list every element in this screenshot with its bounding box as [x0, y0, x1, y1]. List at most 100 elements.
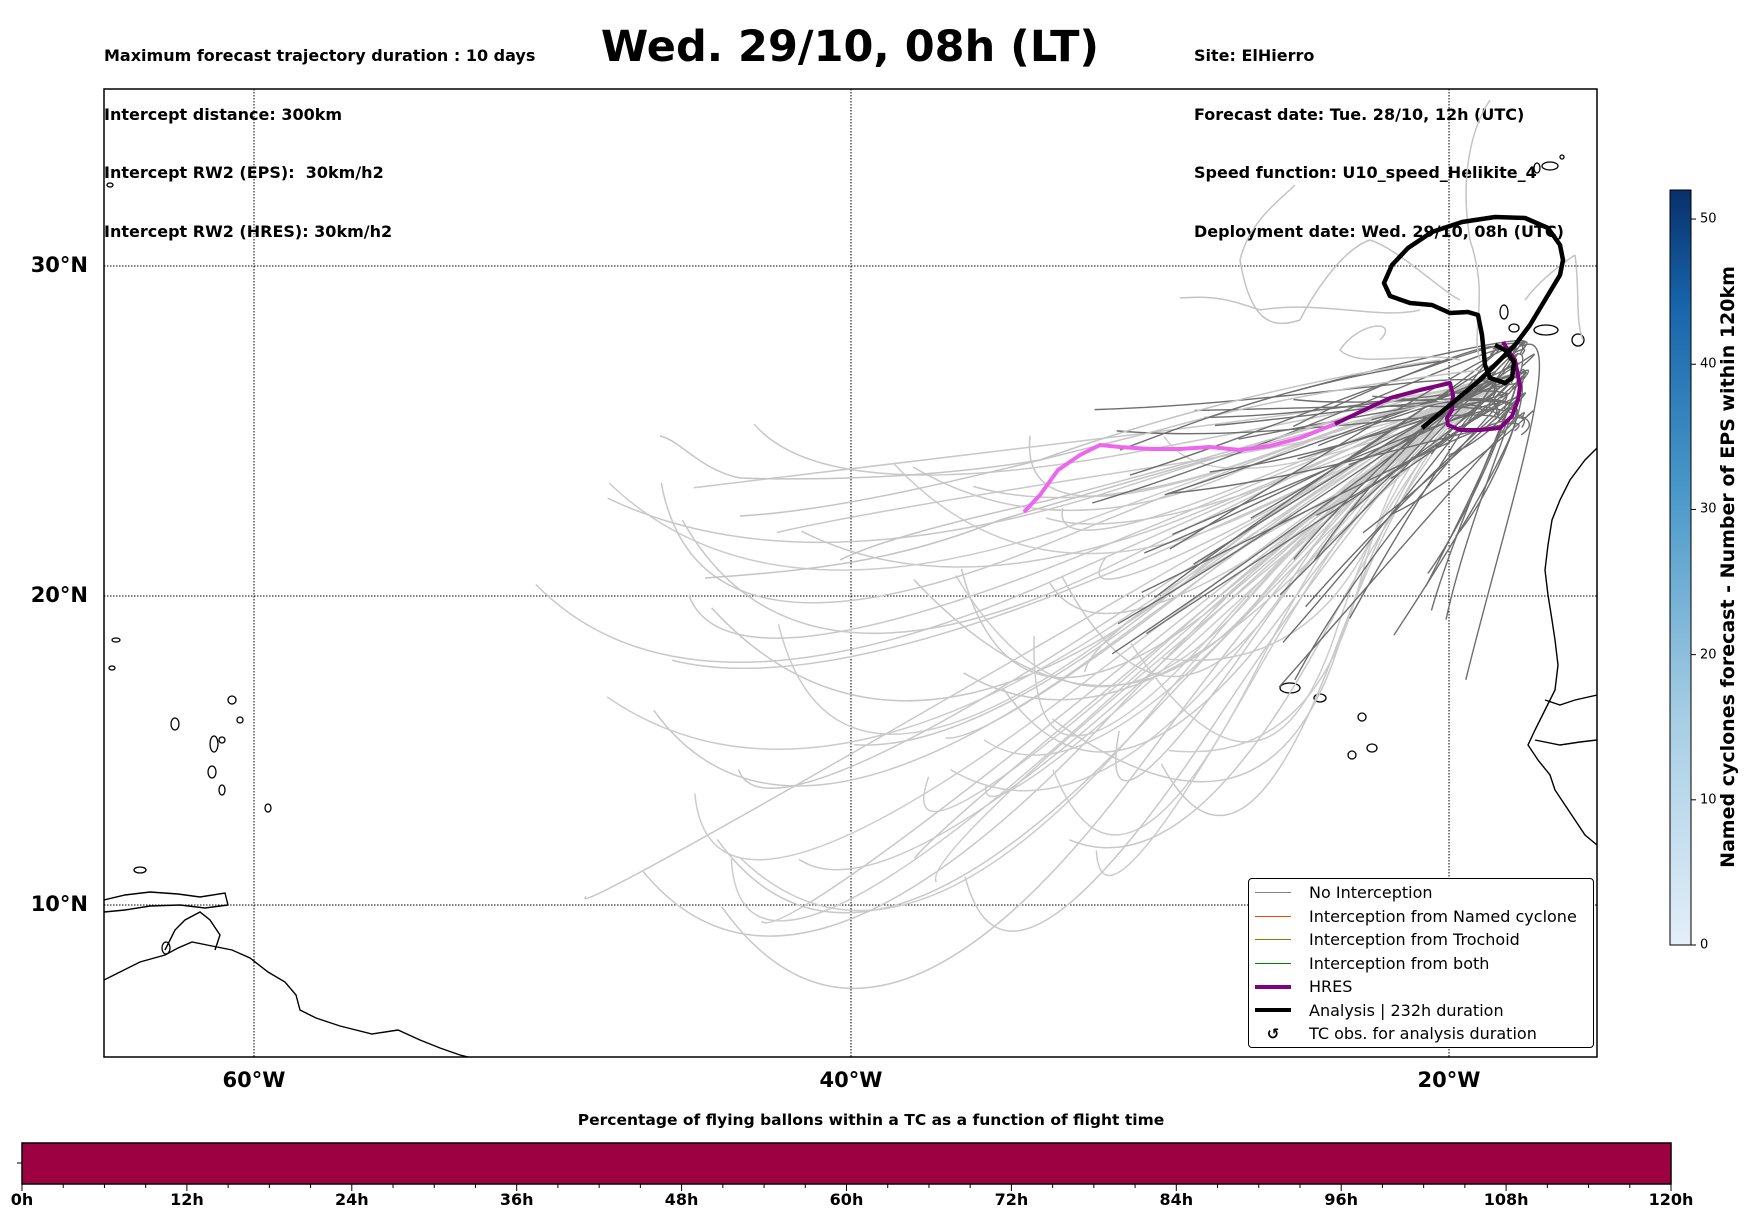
lat-label-20n: 20°N [30, 583, 88, 607]
header-line: Intercept distance: 300km [104, 104, 343, 124]
legend-label: HRES [1309, 977, 1353, 996]
colorbar-tick-label: 40 [1700, 356, 1717, 372]
island [106, 182, 114, 188]
timebar-tick-label: 120h [1648, 1190, 1694, 1209]
trajectory-line [1445, 369, 1526, 620]
trajectory-line [1524, 254, 1576, 301]
island [1499, 304, 1509, 320]
trajectory-line [660, 374, 1511, 604]
island [207, 765, 217, 779]
header-line: Forecast date: Tue. 28/10, 12h (UTC) [1194, 104, 1525, 124]
coastline [1527, 447, 1597, 846]
ensemble-trajectories [535, 99, 1584, 989]
trajectory-line [1349, 340, 1525, 619]
trajectory-line [1116, 414, 1506, 435]
island [218, 784, 226, 796]
trajectory-line [739, 369, 1481, 517]
legend-line-icon [1255, 892, 1291, 893]
coastlines [104, 154, 1597, 1057]
trajectory-line [535, 374, 1511, 663]
island [108, 665, 116, 671]
trajectory-line [1409, 353, 1535, 426]
graticule [104, 89, 1597, 1057]
trajectory-line [1294, 375, 1525, 681]
trajectory-line [659, 359, 1441, 480]
colorbar-tick-label: 30 [1700, 501, 1717, 517]
header-line: Site: ElHierro [1194, 46, 1315, 65]
colorbar [1669, 189, 1692, 946]
header-line: Speed function: U10_speed_Helikite_4 [1194, 163, 1537, 182]
legend-label: Interception from Named cyclone [1309, 906, 1577, 926]
lat-label-30n: 30°N [30, 253, 88, 277]
island [227, 695, 237, 705]
timebar-tick-label: 84h [1159, 1190, 1194, 1209]
trajectory-line [704, 399, 1451, 579]
hres-track-late [1022, 422, 1336, 514]
legend-item-hres: HRES [1249, 975, 1352, 998]
legend-label: TC obs. for analysis duration [1309, 1024, 1537, 1043]
header-info-left: Maximum forecast trajectory duration : 1… [104, 7, 535, 261]
lon-label-20w: 20°W [1417, 1068, 1481, 1092]
legend-item-trochoid: Interception from Trochoid [1249, 928, 1520, 951]
lon-label-40w: 40°W [819, 1068, 883, 1092]
timebar-tick-label: 36h [499, 1190, 534, 1209]
colorbar-ticks [1691, 218, 1696, 946]
trajectory-line [1411, 382, 1510, 459]
colorbar-tick-label: 10 [1700, 792, 1717, 808]
lon-label-60w: 60°W [222, 1068, 286, 1092]
header-line: Intercept RW2 (EPS): 30km/h2 [104, 163, 384, 182]
legend-line-icon [1255, 1008, 1291, 1012]
page-title-text: Wed. 29/10, 08h (LT) [600, 22, 1100, 72]
trajectory-line [711, 374, 1511, 702]
coastline [104, 941, 471, 1057]
coastline [164, 911, 221, 951]
tc-symbol-icon: ↺ [1266, 1024, 1280, 1043]
trajectory-line [1390, 371, 1526, 480]
island [1533, 324, 1559, 336]
island [1533, 162, 1541, 174]
trajectory-line [608, 374, 1511, 571]
trajectory-line [681, 374, 1511, 634]
island [1508, 323, 1520, 333]
trajectory-line [1574, 254, 1584, 341]
legend-label: Interception from both [1309, 953, 1490, 973]
trajectory-line [1465, 99, 1491, 361]
legend-item-both: Interception from both [1249, 952, 1489, 975]
lat-label-10n: 10°N [30, 892, 88, 916]
colorbar-label: Named cyclones forecast - Number of EPS … [1717, 266, 1739, 868]
trajectory-line [1083, 374, 1511, 673]
colorbar-tick-label: 50 [1700, 211, 1717, 227]
legend-item-no-interception: No Interception [1249, 881, 1433, 904]
island [1366, 743, 1378, 753]
timebar-tick-label: 108h [1483, 1190, 1529, 1209]
legend-item-analysis: Analysis | 232h duration [1249, 999, 1504, 1022]
island [218, 736, 226, 744]
island [1559, 154, 1565, 160]
island [264, 803, 272, 813]
page-title: Wed. 29/10, 08h (LT) [0, 22, 1700, 72]
trajectory-line [1179, 296, 1421, 314]
island [1357, 712, 1367, 722]
island [161, 941, 171, 955]
legend-label: No Interception [1309, 883, 1433, 902]
trajectory-line [1094, 378, 1497, 411]
timebar-tick-label: 96h [1324, 1190, 1359, 1209]
island [111, 637, 121, 643]
island [236, 716, 244, 724]
trajectory-line [737, 374, 1511, 789]
map-legend: No Interception Interception from Named … [1248, 878, 1594, 1048]
legend-label: Interception from Trochoid [1309, 930, 1520, 949]
colorbar-tick-label: 20 [1700, 647, 1717, 663]
trajectory-line [854, 374, 1511, 746]
trajectory-line [1141, 417, 1525, 594]
trajectory-line [934, 374, 1511, 883]
trajectory-line [1193, 375, 1514, 565]
map-frame [103, 88, 1598, 1058]
timebar-title: Percentage of flying ballons within a TC… [577, 1111, 1165, 1129]
legend-line-icon [1255, 915, 1291, 917]
trajectory-line [1465, 343, 1541, 680]
timebar-fill [21, 1142, 1672, 1185]
legend-line-icon [1255, 939, 1291, 940]
timebar-tick-label: 12h [170, 1190, 204, 1209]
